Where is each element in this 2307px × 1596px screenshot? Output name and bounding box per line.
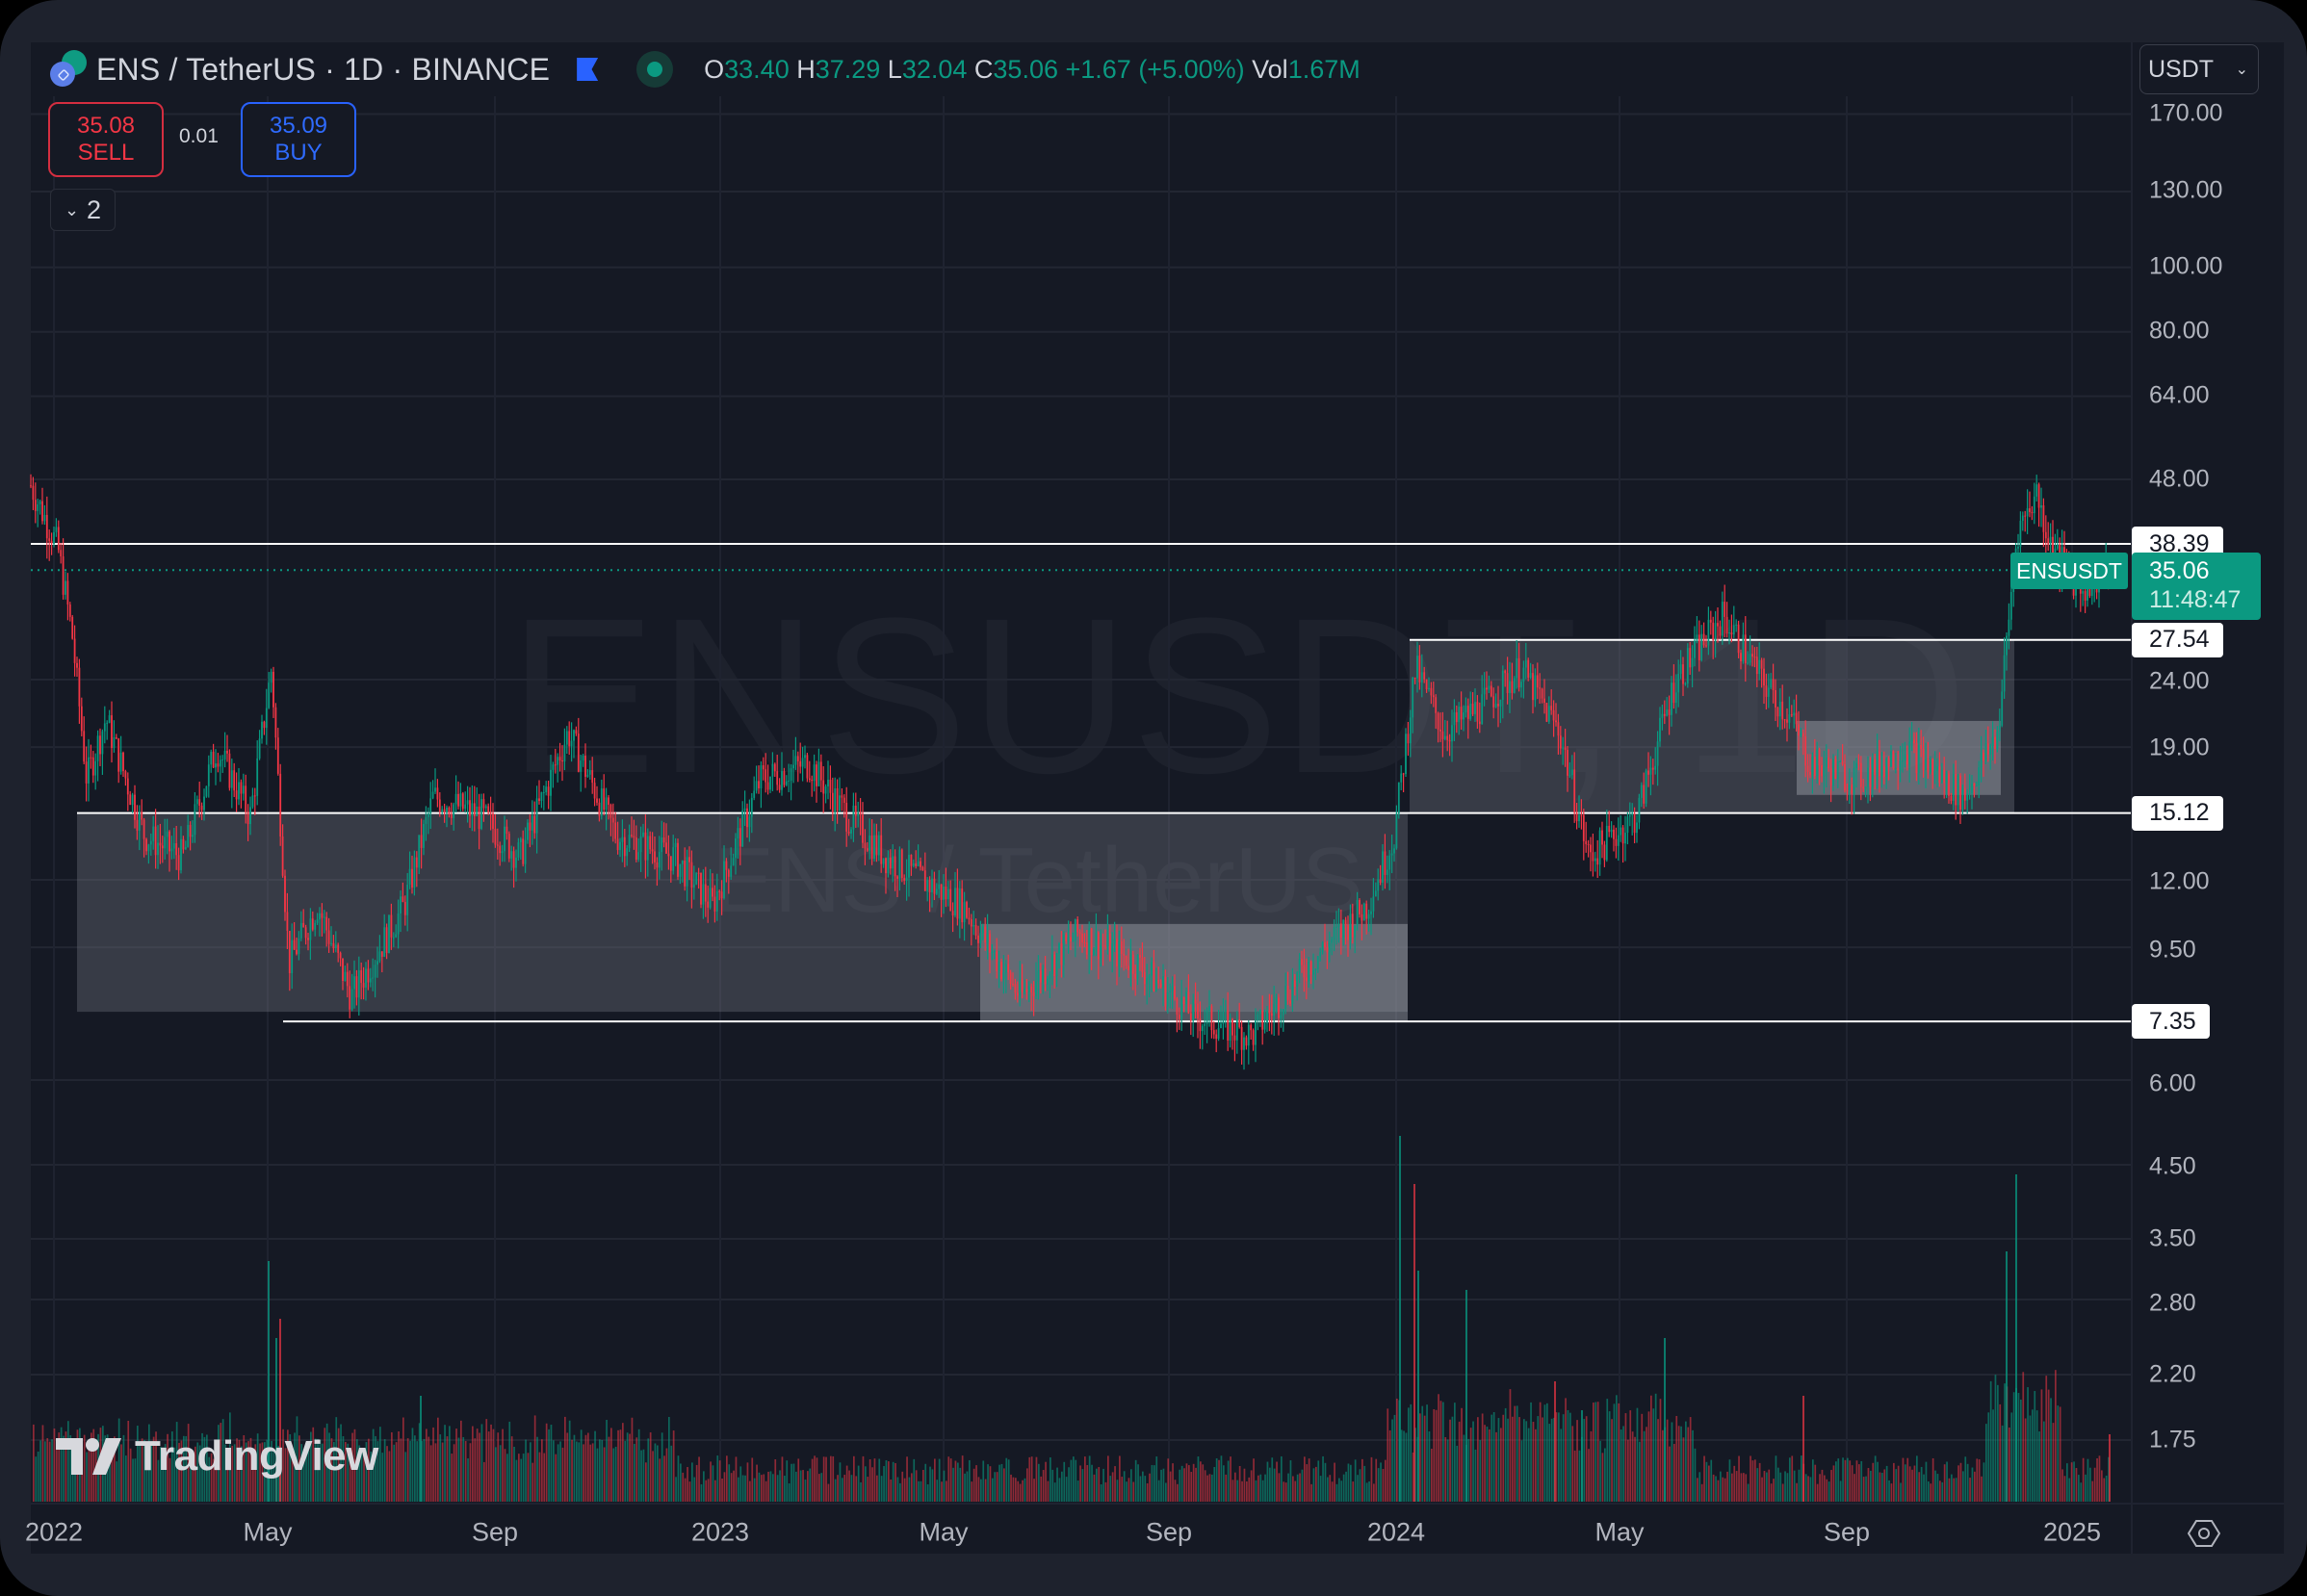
price-axis-label: 130.00 <box>2149 176 2223 204</box>
price-axis-label: 3.50 <box>2149 1224 2196 1252</box>
sell-label: SELL <box>77 140 135 166</box>
range-zone[interactable] <box>1410 639 2014 813</box>
currency-value: USDT <box>2148 55 2215 83</box>
price-axis-label: 100.00 <box>2149 252 2223 280</box>
time-axis-label: 2025 <box>2042 1517 2102 1547</box>
tradingview-logo[interactable]: TradingView <box>56 1432 378 1480</box>
tradingview-logo-icon <box>56 1438 121 1475</box>
ohlc-value: +1.67 (+5.00%) <box>1065 54 1245 84</box>
current-price: 35.06 <box>2149 557 2210 584</box>
price-axis-label: 64.00 <box>2149 381 2210 409</box>
level-price-label: 15.12 <box>2132 795 2223 831</box>
market-open-status-icon <box>636 51 674 88</box>
price-axis-label: 2.20 <box>2149 1360 2196 1388</box>
symbol-header: ENS / TetherUS · 1D · BINANCE O 33.40 H 37… <box>48 48 1361 90</box>
sell-button[interactable]: 35.08 SELL <box>48 102 164 177</box>
price-axis-label: 2.80 <box>2149 1289 2196 1317</box>
price-axis-label: 12.00 <box>2149 867 2210 895</box>
indicators-toggle-button[interactable]: ⌄ 2 <box>50 189 116 231</box>
level-price-label: 27.54 <box>2132 622 2223 657</box>
time-axis-label: 2022 <box>24 1517 84 1547</box>
ohlc-value: 32.04 <box>901 54 968 84</box>
flag-icon[interactable] <box>577 58 599 81</box>
ohlc-key: H <box>789 54 816 84</box>
price-axis-label: 19.00 <box>2149 734 2210 761</box>
time-axis-label: May <box>919 1517 969 1547</box>
symbol-icons <box>48 50 91 89</box>
time-axis-label: 2023 <box>690 1517 750 1547</box>
symbol-title[interactable]: ENS / TetherUS · 1D · BINANCE <box>96 51 551 87</box>
time-axis-label: May <box>1594 1517 1645 1547</box>
level-price-label: 7.35 <box>2132 1004 2210 1040</box>
bar-countdown: 11:48:47 <box>2149 586 2242 613</box>
price-axis-label: 1.75 <box>2149 1426 2196 1454</box>
ohlc-values: O 33.40 H 37.29 L 32.04 C 35.06 +1.67 (+5.00… <box>704 55 1361 85</box>
buy-price: 35.09 <box>269 113 328 139</box>
buy-button[interactable]: 35.09 BUY <box>241 102 356 177</box>
price-axis-label: 4.50 <box>2149 1152 2196 1180</box>
volume-bars <box>33 1136 2111 1502</box>
time-axis-label: Sep <box>1145 1517 1193 1547</box>
chevron-down-icon: ⌄ <box>64 199 80 219</box>
sell-price: 35.08 <box>76 113 136 139</box>
current-price-label: 35.06 11:48:47 <box>2132 553 2261 620</box>
price-axis-label: 80.00 <box>2149 317 2210 345</box>
time-axis-label: Sep <box>1823 1517 1871 1547</box>
ohlc-value: 1.67M <box>1287 54 1361 84</box>
ohlc-key: Vol <box>1244 54 1288 84</box>
chart-pane[interactable] <box>31 42 2284 1554</box>
symbol-price-tag: ENSUSDT <box>2010 553 2128 589</box>
price-axis-label: 48.00 <box>2149 465 2210 493</box>
price-axis-label: 170.00 <box>2149 99 2223 127</box>
currency-select[interactable]: USDT ⌄ <box>2139 44 2259 94</box>
spread-value: 0.01 <box>179 125 219 147</box>
time-axis-label: May <box>243 1517 293 1547</box>
price-axis-label: 6.00 <box>2149 1069 2196 1097</box>
chevron-down-icon: ⌄ <box>2235 62 2248 78</box>
buy-label: BUY <box>274 140 323 166</box>
ohlc-key: C <box>967 54 994 84</box>
ens-icon <box>50 62 75 87</box>
time-axis-label: Sep <box>471 1517 519 1547</box>
indicator-count: 2 <box>87 194 102 224</box>
settings-icon[interactable] <box>2188 1517 2220 1550</box>
price-axis-label: 24.00 <box>2149 667 2210 695</box>
ohlc-key <box>1058 55 1066 85</box>
ohlc-key: L <box>880 54 902 84</box>
ohlc-key: O <box>704 54 725 84</box>
ohlc-value: 35.06 <box>993 54 1058 84</box>
ohlc-value: 33.40 <box>724 54 790 84</box>
tradingview-logo-text: TradingView <box>135 1432 378 1480</box>
ohlc-value: 37.29 <box>815 54 881 84</box>
price-axis-label: 9.50 <box>2149 936 2196 964</box>
time-axis-label: 2024 <box>1366 1517 1426 1547</box>
